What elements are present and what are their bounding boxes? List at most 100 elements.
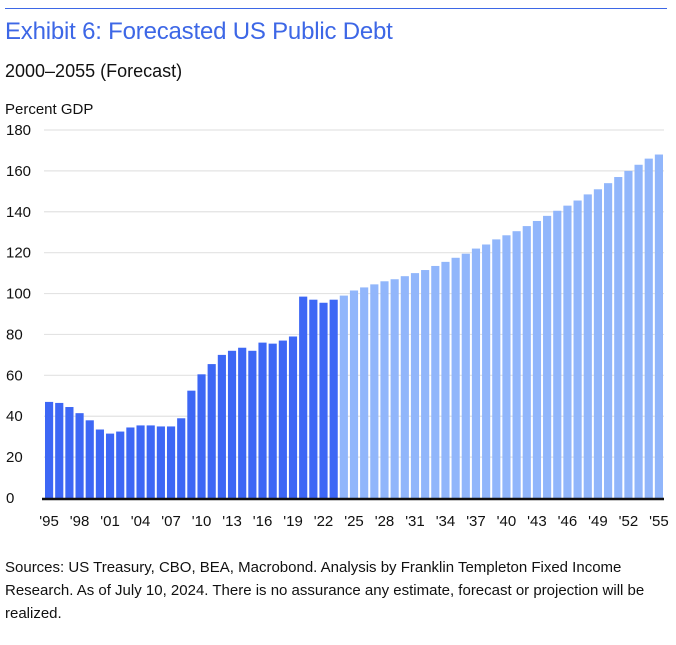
x-tick-label: '01	[100, 513, 120, 530]
y-tick-label: 60	[6, 367, 23, 384]
x-tick-label: '95	[39, 513, 59, 530]
actual-bar-2018	[278, 340, 287, 498]
x-tick-label: '55	[649, 513, 669, 530]
actual-bar-2023	[329, 299, 338, 498]
x-tick-label: '37	[466, 513, 486, 530]
bars	[45, 154, 663, 499]
actual-bar-1999	[85, 420, 94, 498]
forecast-bar-2028	[380, 281, 389, 498]
x-tick-label: '34	[436, 513, 456, 530]
x-tick-label: '31	[405, 513, 425, 530]
forecast-bar-2042	[522, 226, 531, 498]
actual-bar-2010	[197, 374, 206, 498]
x-tick-label: '07	[161, 513, 181, 530]
x-tick-label: '46	[558, 513, 578, 530]
y-tick-label: 180	[6, 122, 31, 139]
forecast-bar-2041	[512, 231, 521, 498]
actual-bar-1997	[65, 407, 74, 498]
actual-bar-2004	[136, 425, 145, 498]
actual-bar-2014	[238, 347, 247, 498]
chart-subtitle: 2000–2055 (Forecast)	[5, 61, 183, 81]
x-tick-label: '19	[283, 513, 303, 530]
actual-bar-1996	[55, 402, 64, 498]
actual-bar-2007	[166, 426, 176, 498]
y-tick-label: 100	[6, 286, 31, 303]
y-tick-label: 120	[6, 245, 31, 262]
forecast-bar-2049	[593, 189, 603, 499]
x-tick-label: '28	[375, 513, 395, 530]
forecast-bar-2047	[573, 200, 582, 498]
forecast-bar-2053	[634, 164, 643, 498]
forecast-bar-2025	[349, 290, 359, 498]
forecast-bar-2043	[532, 220, 542, 499]
actual-bar-2001	[105, 433, 115, 498]
actual-bar-2017	[268, 343, 277, 498]
y-tick-labels: 0 20 40 60 80 100 120 140 160 180	[6, 122, 31, 507]
actual-bar-2013	[227, 350, 237, 498]
forecast-bar-2030	[400, 276, 409, 498]
forecast-bar-2051	[614, 177, 623, 498]
forecast-bar-2037	[471, 248, 481, 498]
forecast-bar-2054	[644, 158, 653, 498]
x-tick-label: '10	[192, 513, 212, 530]
actual-bar-2002	[116, 431, 125, 498]
x-tick-label: '25	[344, 513, 364, 530]
actual-bar-2011	[207, 364, 216, 498]
actual-bar-1998	[75, 413, 84, 498]
bar-chart: 0 20 40 60 80 100 120 140 160 180 '95 '98 '01 '04 '07…	[6, 122, 669, 530]
forecast-bar-2052	[624, 170, 633, 498]
x-tick-label: '49	[588, 513, 608, 530]
actual-bar-2000	[95, 429, 104, 498]
y-axis-label: Percent GDP	[5, 101, 94, 118]
forecast-bar-2034	[441, 261, 450, 498]
actual-bar-2016	[258, 342, 267, 498]
y-tick-label: 160	[6, 163, 31, 180]
y-tick-label: 140	[6, 204, 31, 221]
x-tick-labels: '95 '98 '01 '04 '07 '10 '13 '16 '19 '22 '25 '28 '31 '…	[39, 513, 668, 530]
actual-bar-2021	[309, 299, 318, 498]
x-tick-label: '40	[497, 513, 517, 530]
actual-bar-1995	[45, 401, 54, 498]
actual-bar-2006	[156, 426, 165, 498]
forecast-bar-2046	[563, 205, 572, 498]
x-tick-label: '13	[222, 513, 242, 530]
forecast-bar-2036	[461, 253, 470, 498]
y-tick-label: 20	[6, 449, 23, 466]
chart-title: Exhibit 6: Forecasted US Public Debt	[5, 18, 393, 45]
forecast-bar-2055	[654, 154, 663, 498]
forecast-bar-2032	[421, 270, 430, 498]
actual-bar-2005	[146, 425, 155, 498]
forecast-bar-2035	[451, 257, 460, 498]
forecast-bar-2048	[583, 194, 592, 498]
forecast-bar-2050	[604, 183, 613, 498]
forecast-bar-2044	[543, 215, 552, 498]
actual-bar-2008	[177, 418, 186, 498]
y-tick-label: 80	[6, 326, 23, 343]
forecast-bar-2024	[339, 295, 348, 498]
actual-bar-2012	[217, 354, 226, 498]
x-tick-label: '16	[253, 513, 273, 530]
actual-bar-2015	[248, 350, 257, 498]
actual-bar-2009	[187, 390, 196, 498]
forecast-bar-2026	[360, 287, 369, 498]
forecast-bar-2031	[410, 273, 420, 498]
y-tick-label: 40	[6, 408, 23, 425]
y-tick-label: 0	[6, 490, 14, 507]
actual-bar-2019	[288, 336, 298, 498]
source-note: Sources: US Treasury, CBO, BEA, Macrobon…	[5, 559, 645, 622]
forecast-bar-2033	[431, 265, 440, 498]
x-tick-label: '98	[70, 513, 90, 530]
actual-bar-2022	[319, 302, 328, 498]
forecast-bar-2038	[482, 244, 491, 498]
forecast-bar-2045	[553, 210, 562, 498]
actual-bar-2003	[126, 427, 135, 498]
top-rule	[5, 8, 667, 9]
x-tick-label: '22	[314, 513, 334, 530]
forecast-bar-2040	[502, 235, 511, 499]
x-tick-label: '52	[619, 513, 639, 530]
forecast-bar-2027	[370, 284, 379, 498]
x-tick-label: '43	[527, 513, 547, 530]
actual-bar-2020	[299, 296, 308, 498]
forecast-bar-2039	[492, 239, 501, 498]
forecast-bar-2029	[390, 279, 399, 498]
